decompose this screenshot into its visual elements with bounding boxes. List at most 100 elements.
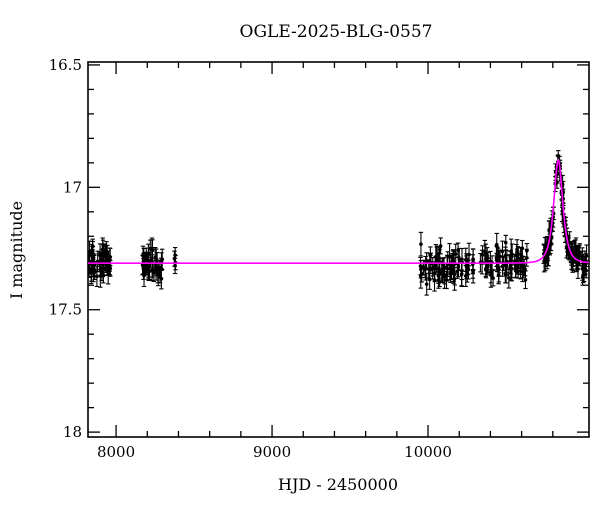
data-point [432, 263, 437, 283]
data-marker [576, 267, 580, 271]
data-marker [442, 265, 446, 270]
data-marker [157, 267, 162, 271]
data-marker [497, 268, 501, 272]
data-marker [141, 253, 145, 258]
data-marker [471, 257, 475, 262]
data-marker [465, 268, 470, 272]
data-marker [519, 256, 524, 260]
data-point [576, 245, 581, 266]
data-marker [542, 259, 546, 263]
data-marker [452, 272, 457, 277]
data-marker [424, 282, 429, 286]
data-marker [448, 271, 453, 275]
data-marker [457, 257, 462, 262]
data-marker [494, 242, 499, 247]
data-marker [459, 272, 464, 276]
data-marker [580, 266, 585, 271]
data-marker [95, 259, 100, 264]
x-axis-label: HJD - 2450000 [278, 475, 398, 494]
y-tick-label: 17 [63, 178, 82, 196]
plot-frame [87, 61, 590, 438]
plot-title: OGLE-2025-BLG-0557 [240, 22, 433, 42]
data-point [509, 243, 515, 266]
data-marker [438, 244, 443, 248]
y-axis-label: I magnitude [7, 201, 26, 299]
y-tick-labels: 16.5 17 17.5 18 [49, 56, 82, 441]
data-point [140, 245, 146, 266]
data-point [90, 240, 95, 263]
data-marker [556, 154, 561, 158]
data-marker [453, 252, 458, 256]
data-point [504, 254, 509, 276]
data-point [503, 234, 508, 251]
data-marker [418, 274, 423, 278]
data-point [583, 253, 588, 275]
data-marker [507, 276, 511, 280]
y-tick-label: 16.5 [49, 56, 82, 74]
data-marker [436, 273, 441, 278]
data-point [106, 250, 111, 271]
data-marker [489, 273, 493, 277]
data-marker [146, 251, 151, 255]
data-marker [584, 268, 588, 273]
data-marker [445, 266, 449, 271]
data-marker [491, 276, 495, 280]
data-marker [455, 269, 460, 274]
data-marker [485, 255, 490, 260]
data-marker [146, 267, 151, 271]
data-marker [98, 252, 102, 256]
data-point [500, 255, 505, 277]
data-point [435, 245, 441, 263]
y-tick-label: 17.5 [49, 301, 82, 319]
data-marker [524, 255, 529, 260]
model-curve [88, 158, 589, 265]
data-point [541, 249, 547, 273]
data-marker [90, 249, 95, 254]
data-marker [419, 242, 423, 246]
model-curve-path [88, 158, 589, 265]
x-tick-label: 10000 [404, 443, 452, 461]
x-tick-labels: 8000 9000 10000 [97, 443, 452, 461]
data-point [580, 247, 585, 265]
data-marker [423, 266, 428, 271]
data-marker [520, 269, 525, 274]
data-marker [89, 271, 93, 275]
data-marker [510, 252, 514, 257]
data-marker [150, 268, 154, 273]
data-marker [437, 256, 442, 261]
data-marker [432, 271, 437, 275]
data-marker [430, 266, 435, 271]
data-point [523, 270, 528, 290]
axis-ticks [88, 62, 589, 437]
data-marker [483, 249, 487, 254]
frame-rect [87, 61, 590, 438]
data-point [433, 244, 439, 270]
y-tick-label: 18 [63, 423, 82, 441]
data-marker [88, 250, 92, 254]
data-point [436, 267, 441, 284]
data-marker [92, 263, 97, 268]
x-tick-label: 9000 [253, 443, 291, 461]
data-point [455, 263, 460, 279]
data-point [441, 257, 447, 279]
data-point [451, 249, 456, 273]
data-marker [515, 247, 519, 252]
data-marker [580, 253, 585, 258]
data-marker [504, 263, 509, 268]
data-marker [101, 254, 106, 259]
data-marker [486, 263, 490, 268]
data-marker [106, 258, 111, 263]
data-marker [434, 254, 438, 259]
data-marker [150, 246, 154, 251]
data-point [485, 247, 490, 268]
data-point [519, 246, 524, 269]
data-point [430, 257, 435, 280]
data-point [423, 255, 428, 281]
data-marker [142, 273, 146, 278]
data-point [465, 257, 470, 283]
data-point [444, 255, 450, 282]
x-tick-label: 8000 [97, 443, 135, 461]
data-marker [451, 259, 456, 263]
data-point [569, 247, 574, 266]
